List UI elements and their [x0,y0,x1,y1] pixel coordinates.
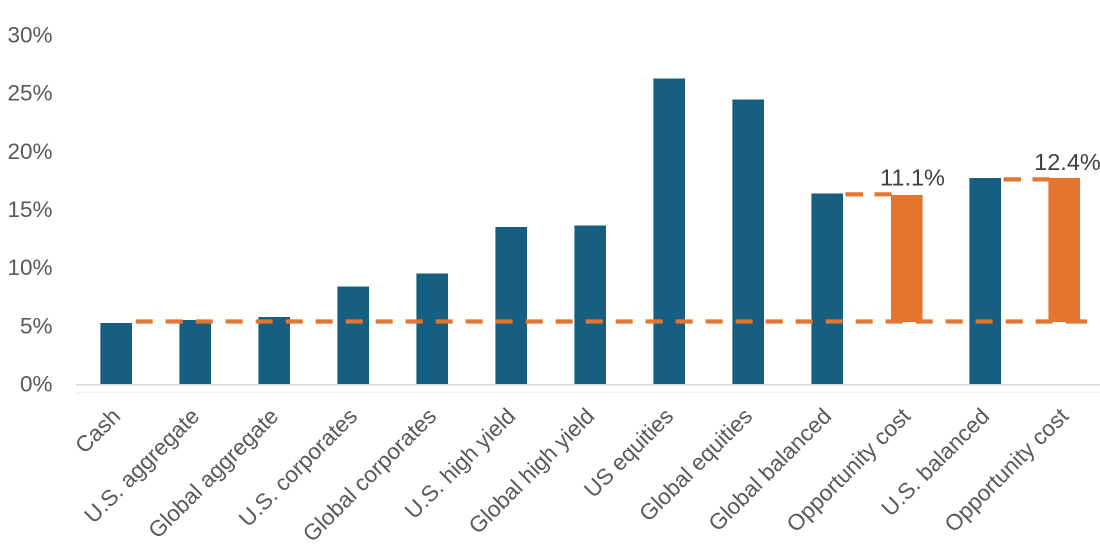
svg-text:5%: 5% [20,314,53,339]
svg-text:20%: 20% [7,139,52,164]
svg-text:30%: 30% [7,22,52,47]
svg-text:11.1%: 11.1% [880,165,945,191]
svg-text:15%: 15% [7,197,52,222]
svg-text:12.4%: 12.4% [1034,149,1100,175]
svg-text:25%: 25% [7,81,52,106]
svg-text:10%: 10% [7,255,52,280]
svg-text:0%: 0% [20,372,53,397]
